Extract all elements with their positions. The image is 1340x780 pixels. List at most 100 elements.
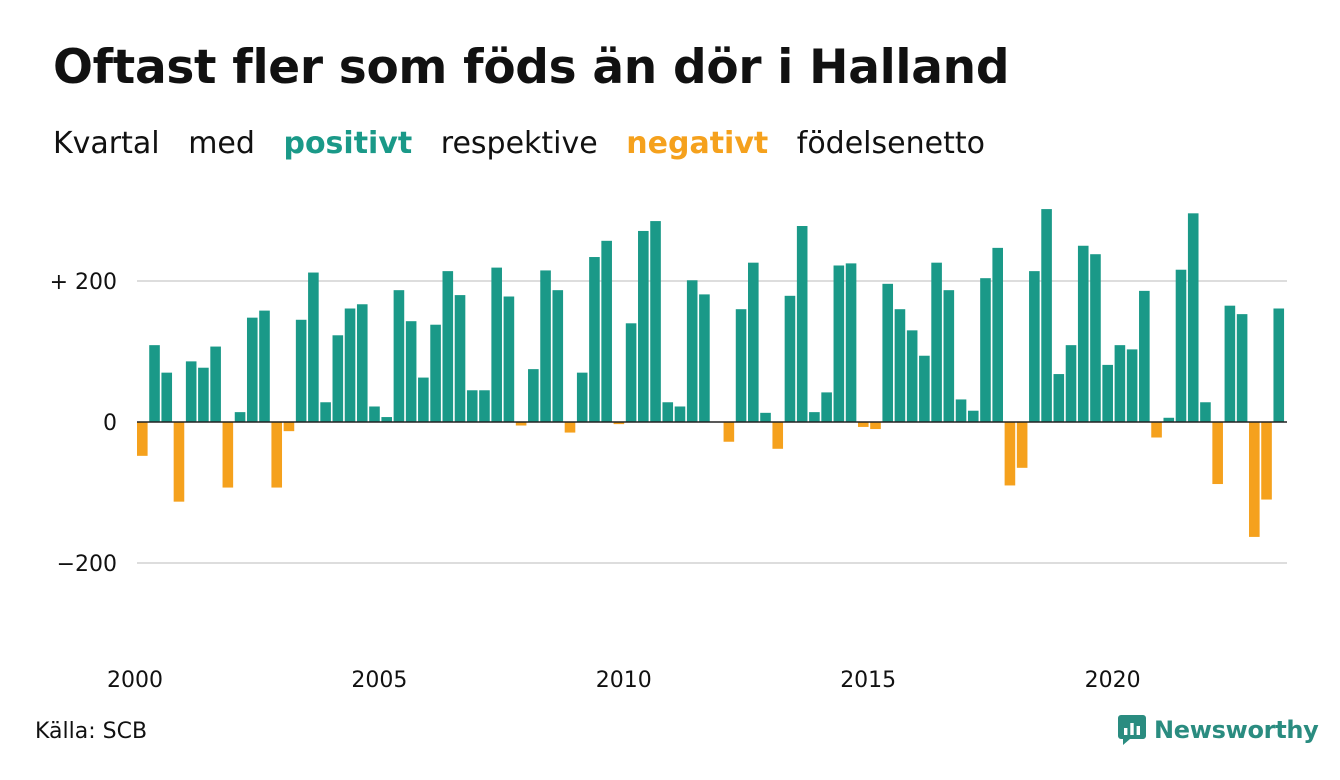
subtitle-word-fodelsenetto: födelsenetto bbox=[796, 126, 985, 161]
bar bbox=[161, 372, 173, 422]
bar bbox=[943, 290, 955, 422]
bar bbox=[845, 263, 857, 423]
bar bbox=[564, 422, 576, 433]
bar bbox=[1187, 213, 1199, 422]
x-tick-label: 2000 bbox=[107, 668, 163, 693]
bar bbox=[271, 422, 283, 488]
bar bbox=[491, 267, 502, 422]
y-tick-label: −200 bbox=[57, 552, 117, 577]
bar bbox=[748, 262, 759, 422]
bar bbox=[1261, 422, 1272, 500]
bar bbox=[1273, 308, 1285, 422]
bar bbox=[931, 262, 942, 422]
bar bbox=[1224, 305, 1236, 422]
bar bbox=[515, 422, 527, 426]
bar bbox=[479, 390, 490, 422]
axis-labels: + 200 0 −200 2000 2005 2010 2015 2020 bbox=[50, 270, 1141, 693]
bar bbox=[650, 221, 661, 422]
bar bbox=[662, 402, 674, 422]
bar bbox=[882, 283, 894, 422]
y-tick-label: + 200 bbox=[50, 270, 117, 295]
bar bbox=[1200, 402, 1211, 422]
bar bbox=[674, 406, 686, 422]
bar bbox=[283, 422, 295, 432]
bar bbox=[173, 422, 185, 502]
bar bbox=[1041, 209, 1052, 422]
y-tick-label: 0 bbox=[103, 411, 117, 436]
bar bbox=[466, 390, 478, 422]
bars bbox=[137, 209, 1285, 537]
bar bbox=[405, 321, 417, 422]
bar bbox=[638, 230, 649, 422]
bar bbox=[784, 295, 796, 422]
subtitle-word-kvartal: Kvartal bbox=[53, 126, 160, 161]
bar bbox=[149, 345, 160, 422]
bar bbox=[259, 310, 270, 422]
brand-logo: Newsworthy bbox=[1118, 712, 1319, 748]
bar bbox=[1065, 345, 1077, 422]
bar bbox=[503, 296, 515, 422]
bar bbox=[906, 330, 918, 422]
bar bbox=[601, 240, 612, 422]
bar bbox=[821, 392, 832, 422]
bar bbox=[1077, 245, 1089, 422]
bar bbox=[1175, 269, 1187, 422]
bar bbox=[699, 294, 710, 422]
bar bbox=[735, 309, 747, 422]
bar bbox=[723, 422, 735, 442]
bar bbox=[625, 323, 637, 422]
bar bbox=[992, 247, 1003, 422]
bar bbox=[393, 290, 405, 422]
bar bbox=[454, 295, 466, 422]
brand-name: Newsworthy bbox=[1154, 716, 1319, 744]
bar bbox=[613, 422, 625, 425]
bar bbox=[1114, 345, 1126, 422]
bar bbox=[1029, 271, 1040, 422]
bar bbox=[894, 309, 906, 422]
bar bbox=[418, 377, 429, 422]
subtitle-word-respektive: respektive bbox=[440, 126, 598, 161]
bar bbox=[833, 265, 845, 422]
bar bbox=[198, 367, 209, 422]
bar bbox=[369, 406, 380, 422]
bar bbox=[576, 372, 588, 422]
bar bbox=[332, 335, 344, 422]
bar bbox=[1236, 314, 1248, 422]
bar bbox=[185, 361, 197, 422]
bar bbox=[772, 422, 784, 449]
bar bbox=[222, 422, 234, 488]
bar bbox=[955, 399, 967, 422]
subtitle-word-med: med bbox=[188, 126, 255, 161]
bar bbox=[308, 272, 319, 422]
source-note: Källa: SCB bbox=[35, 719, 148, 744]
bar bbox=[234, 412, 246, 422]
chart-title: Oftast fler som föds än dör i Halland bbox=[53, 40, 1010, 95]
chart-subtitle: Kvartal med positivt respektive negativt… bbox=[53, 126, 1004, 161]
bar bbox=[809, 412, 820, 422]
x-tick-label: 2015 bbox=[840, 668, 896, 693]
bar bbox=[1053, 374, 1065, 422]
bar bbox=[1004, 422, 1016, 486]
x-tick-label: 2020 bbox=[1085, 668, 1141, 693]
x-tick-label: 2005 bbox=[351, 668, 407, 693]
bar bbox=[246, 317, 258, 422]
subtitle-negative-label: negativt bbox=[626, 126, 769, 161]
bar bbox=[857, 422, 869, 427]
bar bbox=[1249, 422, 1260, 537]
bar bbox=[137, 422, 148, 456]
bar bbox=[1163, 417, 1175, 422]
bar bbox=[430, 324, 441, 422]
bar bbox=[295, 319, 307, 422]
bar bbox=[540, 270, 551, 422]
bar bbox=[967, 410, 979, 422]
bar bbox=[1102, 364, 1113, 422]
bar bbox=[320, 402, 331, 422]
bar bbox=[552, 290, 564, 422]
bar bbox=[1212, 422, 1223, 485]
bar bbox=[870, 422, 881, 430]
bar bbox=[980, 278, 991, 422]
bar bbox=[1016, 422, 1028, 468]
bar bbox=[1139, 290, 1150, 422]
bar bbox=[381, 417, 392, 422]
